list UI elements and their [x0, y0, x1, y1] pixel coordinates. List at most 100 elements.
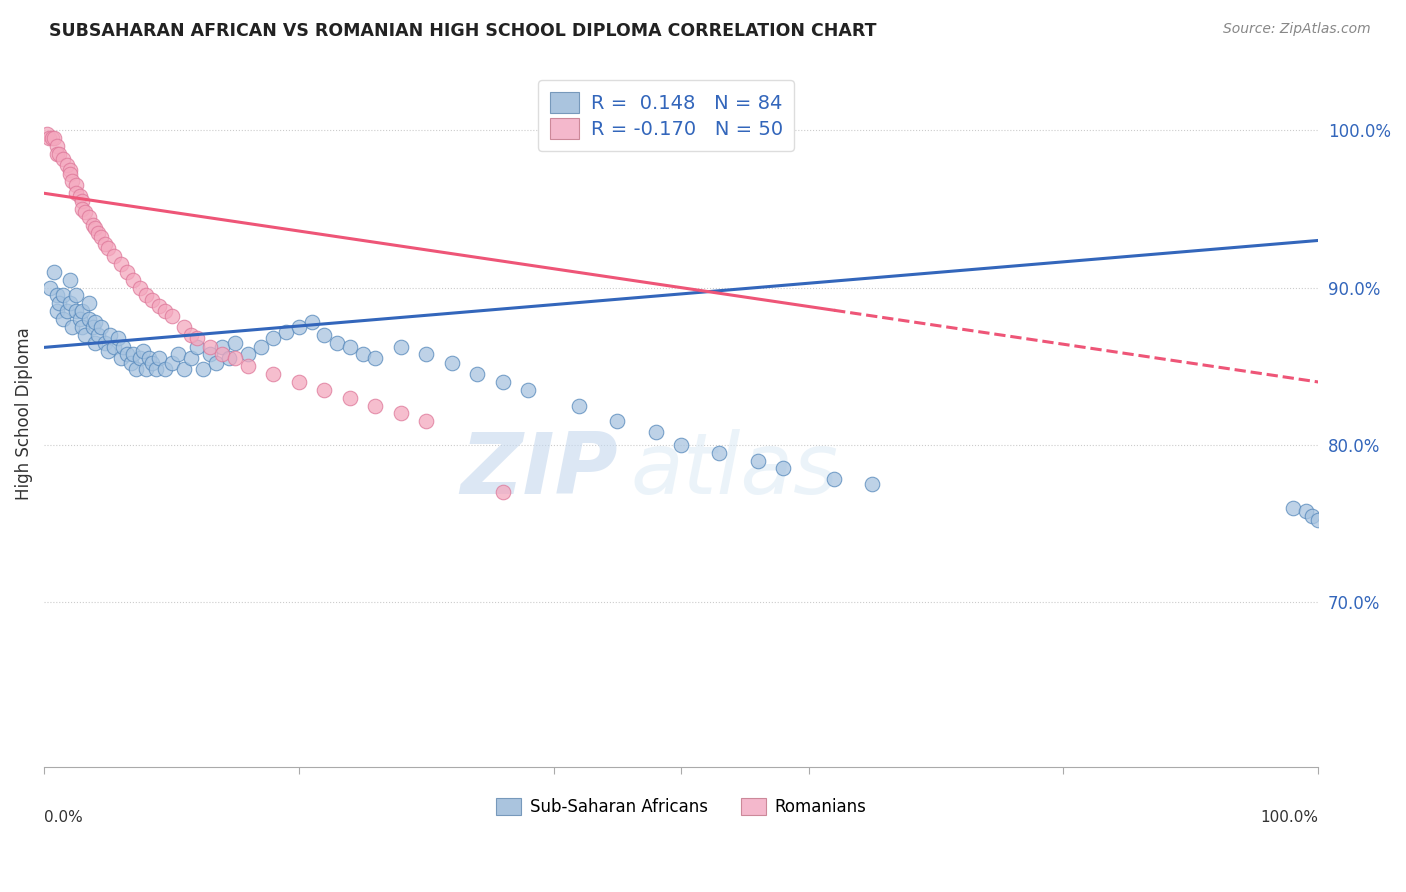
Point [65, 178, 87, 193]
Point [288, 320, 311, 334]
Point [69, 312, 91, 326]
Point [211, 346, 233, 360]
Point [160, 309, 183, 323]
Point [301, 315, 323, 329]
Point [90, 230, 112, 244]
Point [77, 312, 100, 326]
Point [84, 220, 107, 235]
Point [82, 218, 104, 232]
Point [186, 340, 208, 354]
Point [644, 425, 666, 440]
Point [135, 362, 157, 376]
Point [1281, 500, 1303, 515]
Point [747, 453, 769, 467]
Point [224, 335, 246, 350]
Text: ZIP: ZIP [460, 428, 617, 511]
Point [198, 346, 221, 360]
Point [180, 327, 202, 342]
Point [84, 315, 107, 329]
Point [135, 288, 157, 302]
Point [236, 346, 259, 360]
Point [141, 356, 163, 370]
Point [772, 461, 794, 475]
Point [52, 152, 75, 166]
Text: SUBSAHARAN AFRICAN VS ROMANIAN HIGH SCHOOL DIPLOMA CORRELATION CHART: SUBSAHARAN AFRICAN VS ROMANIAN HIGH SCHO… [49, 22, 877, 40]
Point [173, 362, 195, 376]
Point [224, 351, 246, 366]
Y-axis label: High School Diploma: High School Diploma [15, 327, 32, 500]
Point [180, 351, 202, 366]
Point [352, 346, 374, 360]
Point [1308, 513, 1330, 527]
Point [77, 210, 100, 224]
Point [517, 383, 540, 397]
Point [86, 226, 108, 240]
Point [364, 399, 387, 413]
Point [41, 131, 63, 145]
Point [440, 356, 463, 370]
Text: Source: ZipAtlas.com: Source: ZipAtlas.com [1223, 22, 1371, 37]
Point [72, 320, 94, 334]
Point [72, 194, 94, 208]
Point [276, 325, 298, 339]
Text: 0.0%: 0.0% [44, 810, 83, 825]
Point [97, 241, 120, 255]
Point [148, 300, 170, 314]
Point [173, 320, 195, 334]
Point [141, 293, 163, 308]
Point [153, 362, 176, 376]
Point [44, 131, 66, 145]
Point [58, 162, 80, 177]
Point [389, 406, 412, 420]
Point [389, 340, 412, 354]
Point [167, 346, 190, 360]
Point [52, 288, 75, 302]
Point [58, 168, 80, 182]
Point [52, 312, 75, 326]
Point [56, 158, 79, 172]
Point [90, 320, 112, 334]
Point [60, 174, 83, 188]
Point [122, 346, 145, 360]
Point [45, 288, 67, 302]
Point [35, 127, 58, 141]
Point [44, 265, 66, 279]
Point [60, 320, 83, 334]
Point [160, 356, 183, 370]
Point [97, 343, 120, 358]
Point [1301, 508, 1323, 523]
Point [709, 446, 731, 460]
Point [115, 346, 138, 360]
Point [148, 351, 170, 366]
Point [492, 375, 515, 389]
Point [77, 296, 100, 310]
Point [823, 473, 845, 487]
Point [65, 186, 87, 201]
Point [72, 202, 94, 216]
Point [82, 320, 104, 334]
Point [103, 340, 125, 354]
Point [73, 327, 96, 342]
Point [205, 356, 228, 370]
Point [73, 205, 96, 219]
Text: 100.0%: 100.0% [1260, 810, 1319, 825]
Point [314, 383, 336, 397]
Point [112, 340, 135, 354]
Point [492, 485, 515, 500]
Point [45, 304, 67, 318]
Point [262, 331, 284, 345]
Point [193, 362, 215, 376]
Point [198, 340, 221, 354]
Point [465, 367, 488, 381]
Point [218, 351, 240, 366]
Legend: Sub-Saharan Africans, Romanians: Sub-Saharan Africans, Romanians [489, 791, 873, 822]
Point [125, 362, 148, 376]
Point [38, 131, 60, 145]
Point [58, 273, 80, 287]
Point [128, 351, 150, 366]
Point [415, 414, 437, 428]
Point [236, 359, 259, 374]
Point [94, 236, 117, 251]
Point [69, 189, 91, 203]
Point [65, 304, 87, 318]
